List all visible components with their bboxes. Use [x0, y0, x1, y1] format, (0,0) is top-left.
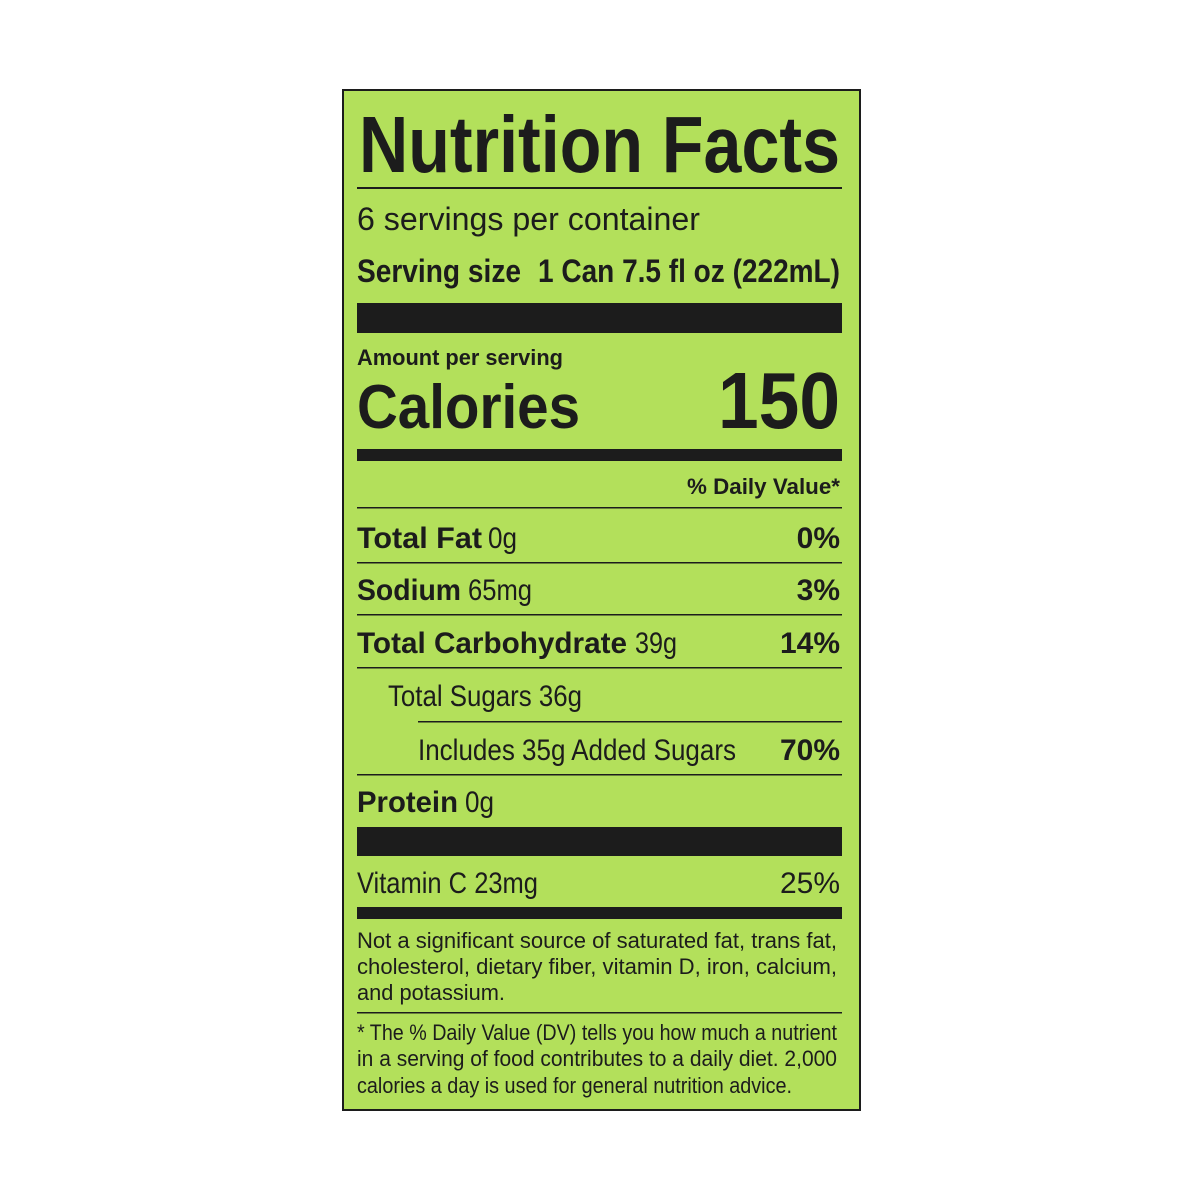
nutrient-name: Protein: [357, 786, 458, 819]
title: Nutrition Facts: [359, 100, 840, 189]
rule: [357, 507, 842, 509]
thick-bar: [357, 303, 842, 333]
nutrient-dv: 0%: [797, 522, 840, 555]
calories-label: Calories: [357, 373, 580, 442]
servings: 6 servings per container: [357, 201, 700, 237]
rule: [357, 774, 842, 776]
nutrient-amount: 39g: [635, 627, 677, 660]
rule: [357, 187, 842, 189]
nutrient-amount: 0g: [465, 786, 494, 819]
vitamin: Vitamin C 23mg: [357, 867, 538, 900]
rule: [357, 1012, 842, 1014]
rule: [418, 721, 842, 723]
rule: [357, 667, 842, 669]
footnote-line: calories a day is used for general nutri…: [357, 1073, 792, 1098]
nutrient-amount: 0g: [488, 522, 517, 555]
medium-bar: [357, 907, 842, 919]
footnote-line: * The % Daily Value (DV) tells you how m…: [357, 1020, 837, 1045]
nutrient-dv: 70%: [780, 734, 840, 767]
footnote-line: Not a significant source of saturated fa…: [357, 928, 837, 953]
amount-per-serving: Amount per serving: [357, 345, 563, 370]
calories-value: 150: [718, 356, 840, 445]
thick-bar: [357, 827, 842, 856]
sub-nutrient: Total Sugars 36g: [388, 680, 582, 713]
rule: [357, 614, 842, 616]
nutrient-dv: 14%: [780, 627, 840, 660]
nutrient-dv: 3%: [797, 574, 840, 607]
daily-value-header: % Daily Value*: [687, 474, 840, 499]
footnote-line: and potassium.: [357, 980, 505, 1005]
nutrient-name: Total Carbohydrate: [357, 627, 627, 660]
serving-size-value: 1 Can 7.5 fl oz (222mL): [538, 253, 840, 289]
rule: [357, 562, 842, 564]
footnote-line: in a serving of food contributes to a da…: [357, 1046, 837, 1071]
label-box: [342, 89, 861, 1111]
nutrient-name: Sodium: [357, 574, 461, 607]
nutrient-name: Total Fat: [357, 522, 482, 555]
footnote-line: cholesterol, dietary fiber, vitamin D, i…: [357, 954, 837, 979]
sub-nutrient: Includes 35g Added Sugars: [418, 734, 736, 767]
vitamin-dv: 25%: [780, 867, 840, 900]
nutrient-amount: 65mg: [468, 574, 532, 607]
serving-size-label: Serving size: [357, 253, 521, 289]
medium-bar: [357, 449, 842, 461]
